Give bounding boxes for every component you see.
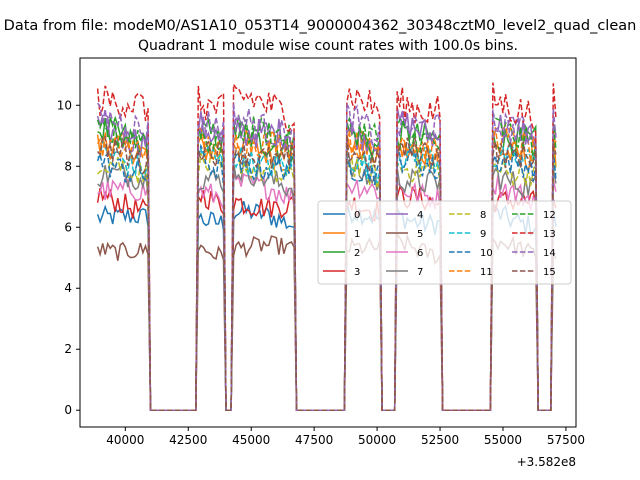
y-tick-label: 4 xyxy=(64,281,72,295)
x-axis: 40000 42500 45000 47500 50000 52500 55000 57500 xyxy=(106,427,585,447)
legend-label-10: 10 xyxy=(480,248,493,259)
figure-suptitle: Data from file: modeM0/AS1A10_053T14_900… xyxy=(4,18,637,34)
legend-label-8: 8 xyxy=(480,210,486,221)
x-tick-label: 42500 xyxy=(169,433,207,447)
x-tick-label: 40000 xyxy=(106,433,144,447)
axes-frame xyxy=(79,57,577,428)
legend-label-11: 11 xyxy=(480,267,493,278)
y-tick-label: 6 xyxy=(64,220,72,234)
series-line-15 xyxy=(97,134,557,411)
y-tick-label: 10 xyxy=(57,98,72,112)
x-offset-label: +3.582e8 xyxy=(517,455,576,469)
legend-label-15: 15 xyxy=(543,267,556,278)
y-tick-label: 8 xyxy=(64,159,72,173)
legend-label-6: 6 xyxy=(417,248,423,259)
x-tick-label: 47500 xyxy=(295,433,333,447)
x-tick-label: 55000 xyxy=(484,433,522,447)
legend-label-13: 13 xyxy=(543,229,556,240)
legend-label-3: 3 xyxy=(354,267,360,278)
legend-label-2: 2 xyxy=(354,248,360,259)
y-tick-label: 2 xyxy=(64,342,72,356)
x-tick-label: 45000 xyxy=(232,433,270,447)
legend-label-1: 1 xyxy=(354,229,360,240)
x-tick-label: 52500 xyxy=(421,433,459,447)
legend-label-7: 7 xyxy=(417,267,423,278)
legend-label-4: 4 xyxy=(417,210,423,221)
x-tick-label: 57500 xyxy=(547,433,585,447)
y-tick-label: 0 xyxy=(64,403,72,417)
legend-box xyxy=(317,200,572,285)
legend-label-14: 14 xyxy=(543,248,556,259)
legend-label-9: 9 xyxy=(480,229,486,240)
x-tick-label: 50000 xyxy=(358,433,396,447)
y-axis: 0 2 4 6 8 10 xyxy=(57,98,80,417)
legend-label-12: 12 xyxy=(543,210,556,221)
legend-label-0: 0 xyxy=(354,210,360,221)
plot-lines xyxy=(96,81,557,411)
chart-title: Quadrant 1 module wise count rates with … xyxy=(138,38,518,54)
legend-label-5: 5 xyxy=(417,229,423,240)
